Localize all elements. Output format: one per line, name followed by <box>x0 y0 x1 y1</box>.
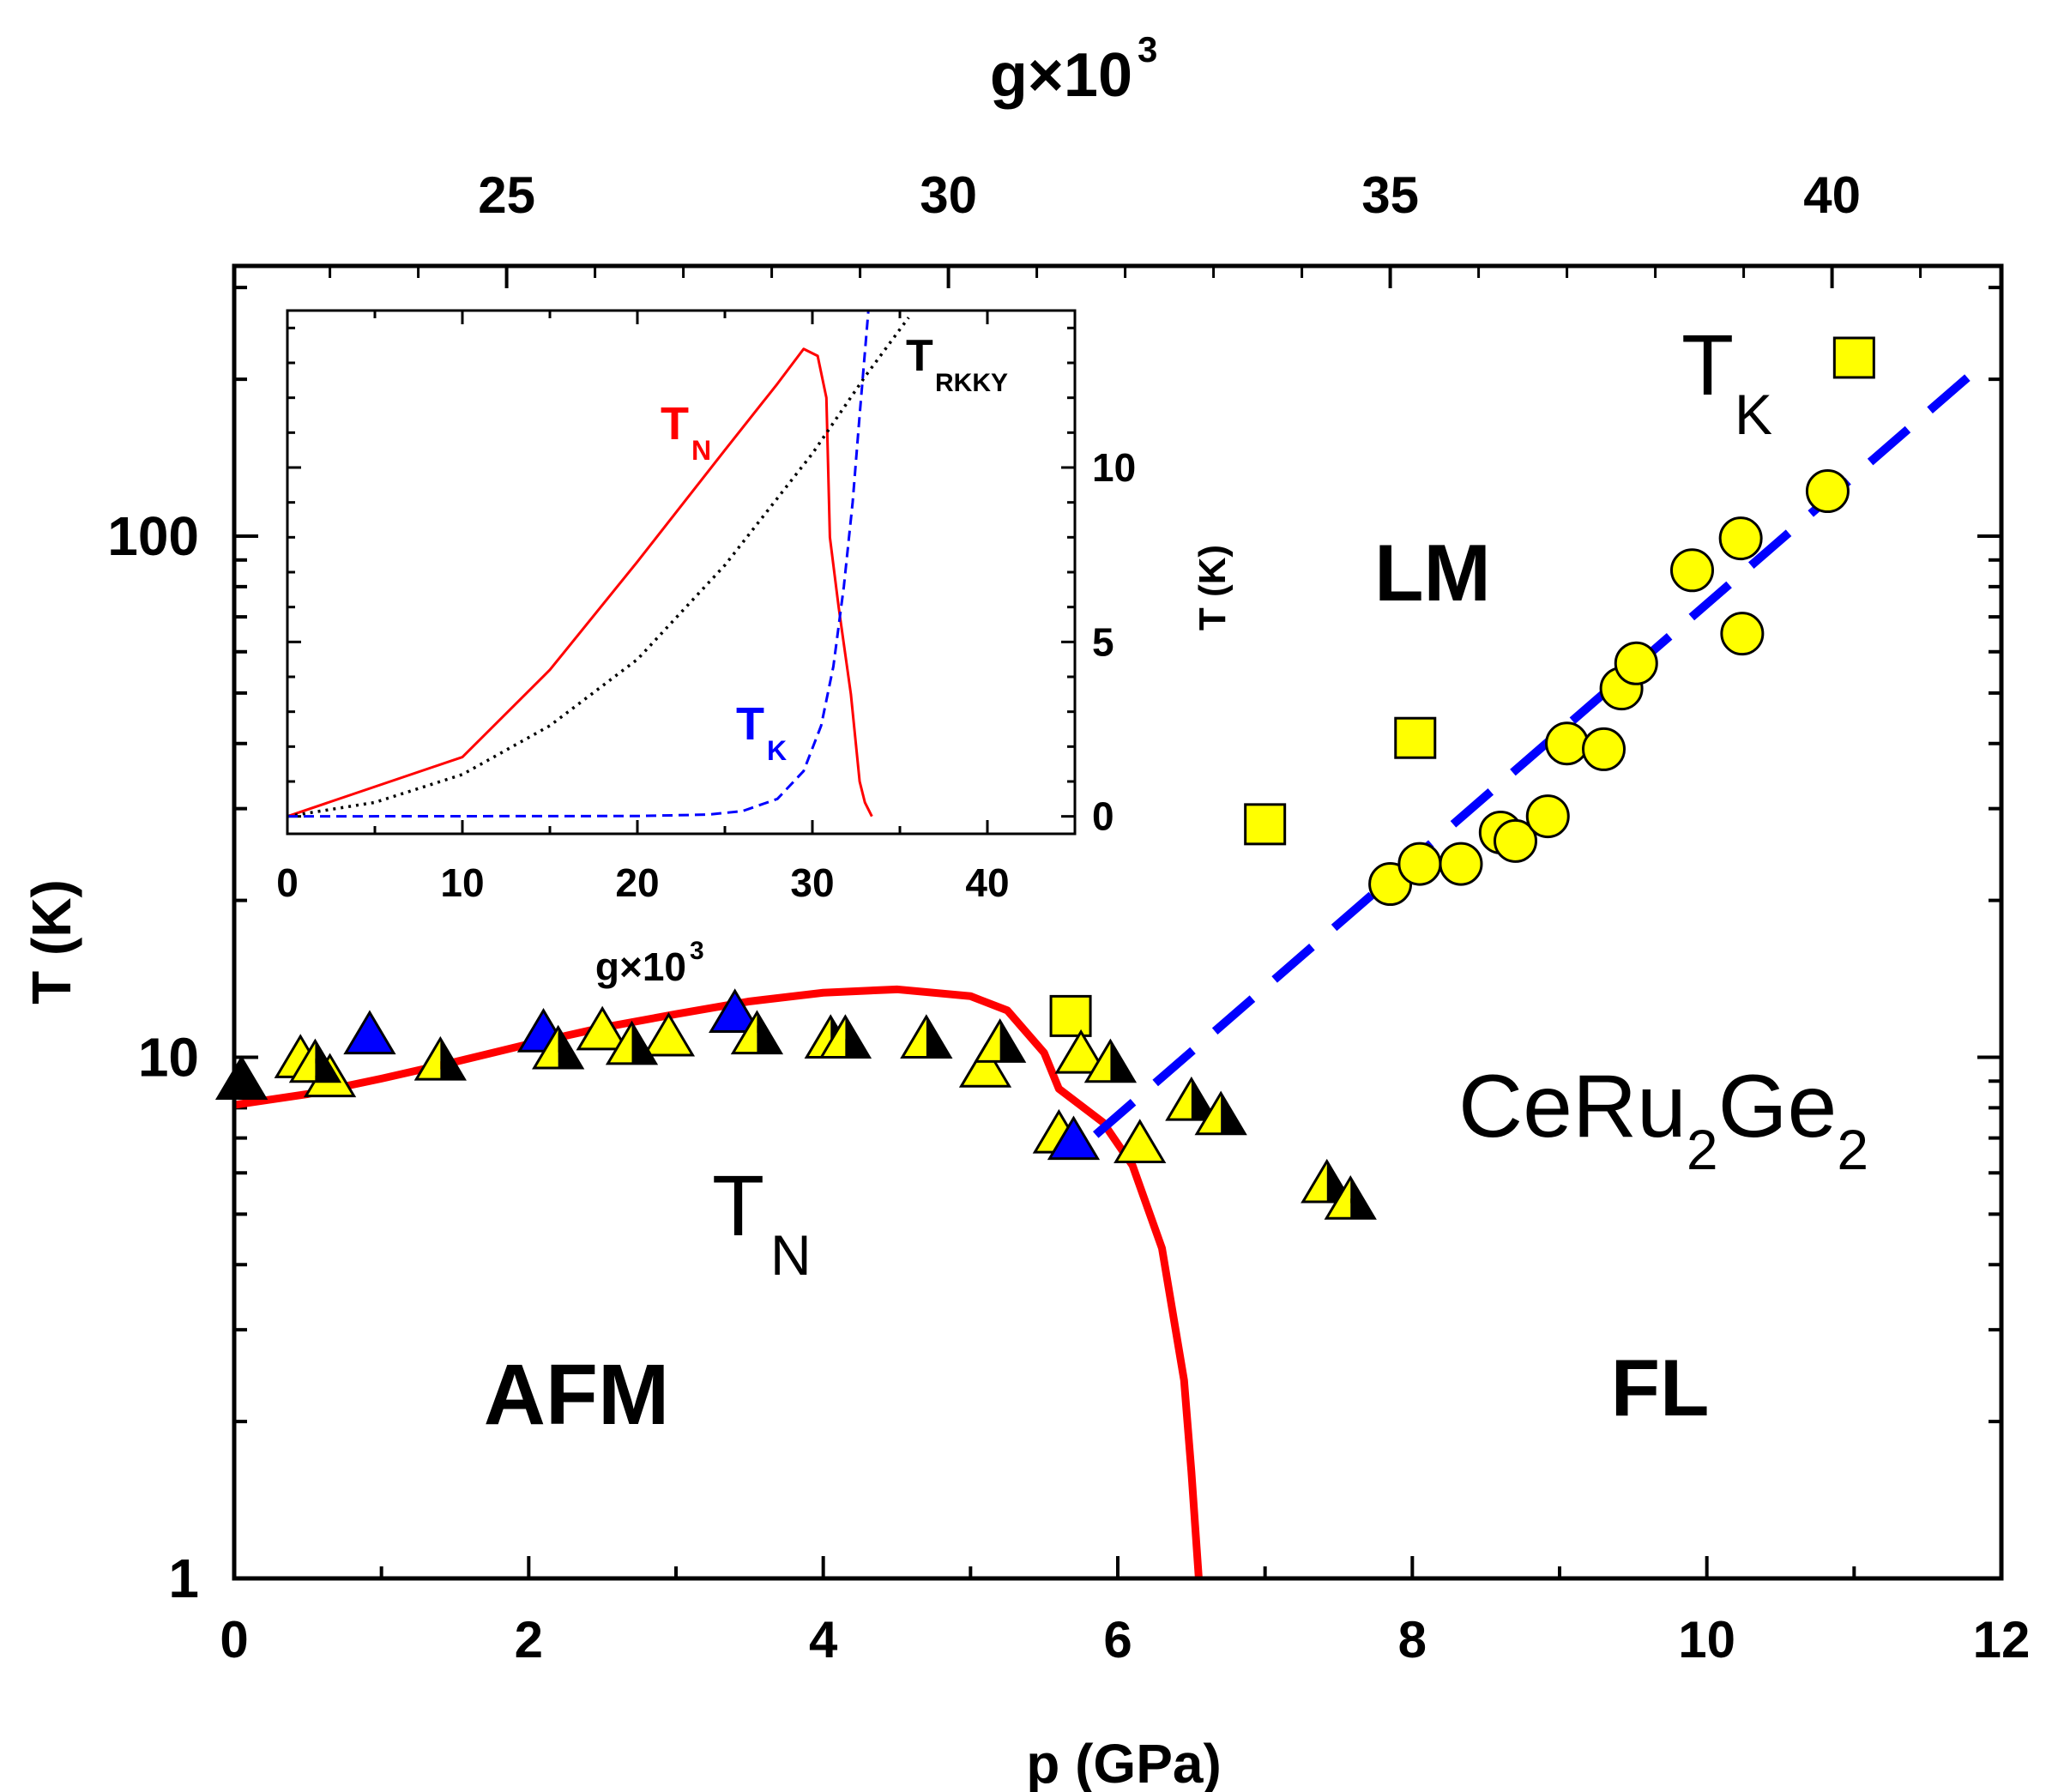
data-point-triangle <box>1114 1119 1167 1163</box>
x-tick-label: 8 <box>1398 1611 1427 1668</box>
data-point-half-triangle <box>900 1014 953 1059</box>
annotation-tk: T <box>1681 317 1734 413</box>
x-tick-label: 10 <box>1678 1611 1735 1668</box>
inset-y-tick-label: 5 <box>1092 619 1114 664</box>
region-label-fl: FL <box>1611 1342 1710 1433</box>
x-tick-label: 2 <box>515 1611 543 1668</box>
inset-label-trkky: T <box>906 331 933 381</box>
inset-label-trkky-subscript: RKKY <box>935 369 1008 397</box>
data-point-circle <box>1720 612 1765 656</box>
y-tick-label: 100 <box>107 505 199 567</box>
inset-x-tick-label: 40 <box>965 860 1009 905</box>
top-x-tick-label: 30 <box>920 166 977 224</box>
data-point-circle <box>1670 548 1714 593</box>
y-axis-title: T (K) <box>21 879 82 1005</box>
data-point-triangle <box>343 1010 396 1055</box>
compound-label: CeRu2Ge2 <box>1458 1057 1868 1181</box>
data-point-circle <box>1614 641 1658 685</box>
data-point-circle <box>1494 818 1537 863</box>
data-point-square <box>1049 994 1092 1037</box>
top-x-tick-label: 35 <box>1361 166 1419 224</box>
top-x-tick-label: 40 <box>1803 166 1861 224</box>
inset-label-tn-subscript: N <box>691 435 711 466</box>
inset-frame <box>286 309 1077 836</box>
inset-background <box>287 311 1075 834</box>
main-plot-frame <box>232 263 2004 1581</box>
data-point-circle <box>1397 842 1442 886</box>
data-point-half-triangle <box>1324 1175 1377 1220</box>
x-axis-title: p (GPa) <box>1026 1733 1222 1792</box>
tn-fit-line <box>233 985 1203 1579</box>
data-point-half-triangle <box>288 1038 342 1083</box>
data-point-half-triangle <box>1083 1038 1138 1083</box>
inset-x-axis-title-superscript: 3 <box>690 937 704 965</box>
data-point-triangle <box>642 1011 696 1057</box>
data-point-half-triangle <box>974 1018 1027 1063</box>
inset-label-tk-subscript: K <box>767 735 787 766</box>
data-point-half-triangle <box>605 1020 659 1065</box>
data-point-triangle <box>709 988 762 1033</box>
data-point-half-triangle <box>1165 1076 1218 1121</box>
data-point-square <box>1394 716 1437 759</box>
y-tick-label: 1 <box>168 1548 199 1609</box>
x-tick-label: 6 <box>1103 1611 1132 1668</box>
data-point-half-triangle <box>532 1024 585 1070</box>
top-x-axis-title-superscript: 3 <box>1138 29 1157 69</box>
inset-series-t-n <box>287 347 873 818</box>
y-tick-label: 10 <box>138 1026 199 1088</box>
annotation-tk-subscript: K <box>1735 383 1772 446</box>
inset-x-tick-label: 0 <box>276 860 299 905</box>
data-point-circle <box>1805 469 1850 514</box>
inset-x-tick-label: 10 <box>440 860 484 905</box>
data-point-half-triangle <box>413 1035 467 1081</box>
data-point-square <box>1244 803 1287 846</box>
inset-series-t-k <box>287 310 870 818</box>
inset-label-tk: T <box>736 698 764 750</box>
inset-series <box>287 310 910 818</box>
x-tick-label: 0 <box>220 1611 248 1668</box>
inset-x-tick-label: 30 <box>790 860 834 905</box>
annotation-tn-subscript: N <box>770 1223 812 1287</box>
data-point-circle <box>1545 721 1590 766</box>
x-tick-label: 4 <box>809 1611 838 1668</box>
inset-y-axis-title: T (K) <box>1192 545 1234 631</box>
inset-tick-labels: 0 10 20 30 40 0 5 10 <box>276 445 1136 905</box>
data-point-triangle <box>576 1005 629 1051</box>
top-x-axis-title: g×10 <box>990 41 1132 110</box>
data-point-triangle <box>1047 1115 1101 1161</box>
inset-y-tick-label: 10 <box>1092 445 1136 490</box>
inset-x-axis-title: g×10 <box>595 944 686 989</box>
data-point-triangle <box>214 1055 269 1101</box>
data-point-circle <box>1718 516 1763 561</box>
data-point-triangle <box>1054 1029 1107 1074</box>
data-point-circle <box>1525 794 1570 839</box>
inset-y-tick-label: 0 <box>1092 794 1114 839</box>
region-label-lm: LM <box>1374 528 1491 618</box>
data-point-circle <box>1439 842 1483 886</box>
data-point-square <box>1832 336 1875 379</box>
data-point-circle <box>1582 727 1626 771</box>
annotation-tn: T <box>712 1158 764 1254</box>
data-point-half-triangle <box>818 1014 872 1059</box>
inset-label-tn: T <box>661 398 689 450</box>
data-point-half-triangle <box>730 1010 784 1055</box>
top-x-tick-label: 25 <box>478 166 535 224</box>
data-point-half-triangle <box>1194 1090 1247 1136</box>
main-series <box>214 336 1975 1579</box>
x-tick-label: 12 <box>1973 1611 2031 1668</box>
inset-x-tick-label: 20 <box>615 860 659 905</box>
data-point-triangle <box>958 1043 1012 1088</box>
region-label-afm: AFM <box>484 1347 670 1443</box>
